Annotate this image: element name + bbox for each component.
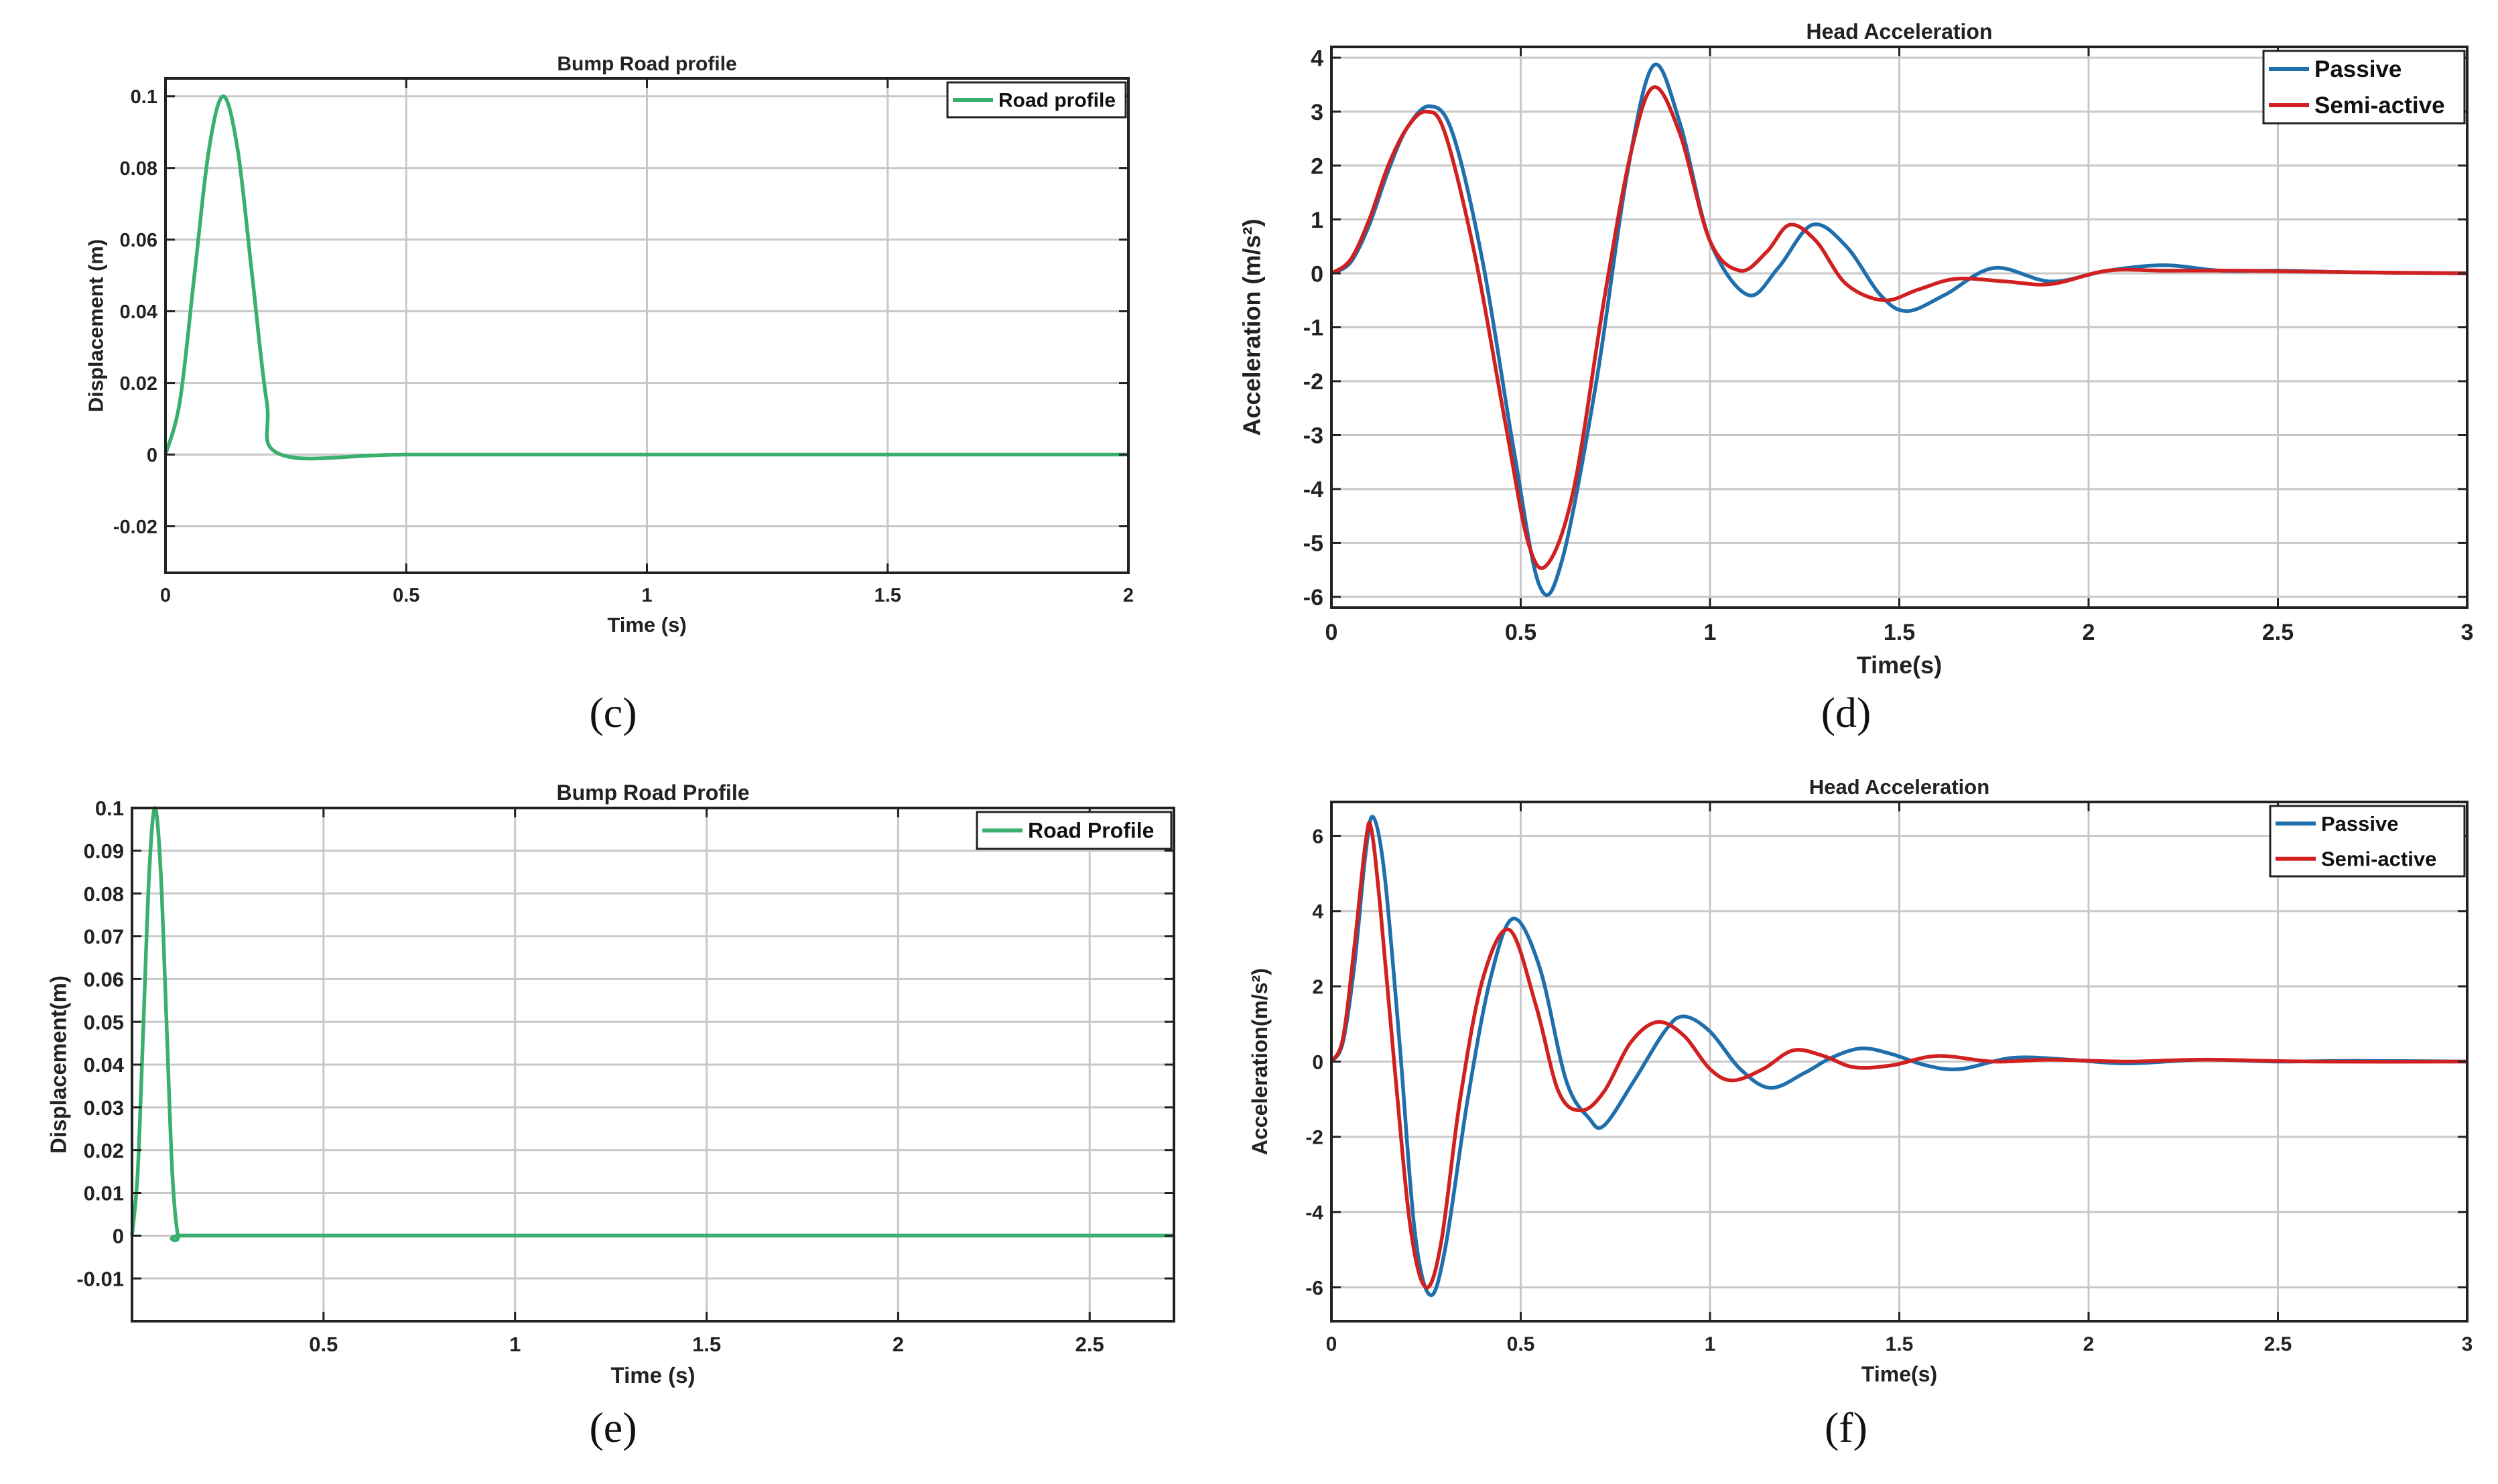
x-tick-label: 2.5 <box>1075 1333 1104 1356</box>
y-tick-label: 3 <box>1311 100 1323 125</box>
y-tick-label: 0.02 <box>120 373 157 395</box>
y-tick-label: 4 <box>1312 901 1323 923</box>
series-line-semi-active <box>1329 821 2468 1290</box>
panel-caption: (f) <box>1825 1404 1867 1451</box>
panel-caption: (d) <box>1821 689 1871 736</box>
legend-label: Semi-active <box>2321 848 2436 871</box>
x-tick-label: 2 <box>893 1333 904 1356</box>
y-tick-label: -0.01 <box>76 1267 124 1290</box>
x-tick-label: 1 <box>1705 1333 1716 1355</box>
y-tick-label: 0 <box>1312 1051 1323 1073</box>
y-tick-label: 0.01 <box>84 1182 124 1205</box>
x-tick-label: 2 <box>2083 620 2095 645</box>
y-tick-label: -6 <box>1305 1277 1323 1299</box>
y-tick-label: 0 <box>113 1224 124 1247</box>
y-tick-label: 2 <box>1312 976 1323 998</box>
legend-box <box>2262 50 2466 125</box>
y-axis-label: Acceleration(m/s²) <box>1248 968 1272 1155</box>
y-tick-label: -1 <box>1303 316 1323 341</box>
y-tick-label: 0 <box>147 445 157 466</box>
x-axis-label: Time (s) <box>611 1363 696 1388</box>
y-tick-label: 0.08 <box>120 158 157 180</box>
panel-caption: (e) <box>589 1404 637 1451</box>
x-tick-label: 1.5 <box>874 585 901 606</box>
x-tick-label: 1 <box>509 1333 521 1356</box>
legend-label: Semi-active <box>2314 92 2445 119</box>
y-axis-label: Acceleration (m/s²) <box>1238 218 1266 435</box>
y-tick-label: -4 <box>1303 477 1323 502</box>
x-tick-label: 1.5 <box>1886 1333 1914 1355</box>
series-line-road-profile <box>130 806 1174 1243</box>
series-line-semi-active <box>1330 85 2468 570</box>
chart-title: Head Acceleration <box>1809 775 1989 799</box>
y-tick-label: -3 <box>1303 423 1323 449</box>
y-tick-label: 0.09 <box>84 839 124 863</box>
legend-label: Passive <box>2314 56 2402 82</box>
y-tick-label: 0.1 <box>95 797 124 820</box>
y-axis-label: Displacement (m) <box>84 239 108 412</box>
y-tick-label: 0.04 <box>120 301 157 323</box>
y-tick-label: 0.06 <box>84 967 124 991</box>
x-axis-label: Time(s) <box>1857 651 1942 679</box>
legend-label: Passive <box>2321 812 2399 835</box>
y-tick-label: -2 <box>1305 1127 1323 1149</box>
y-tick-label: 0.03 <box>84 1096 124 1120</box>
x-tick-label: 2.5 <box>2264 1333 2292 1355</box>
x-tick-label: 3 <box>2461 620 2474 645</box>
chart-panel-d: 0 0.5 1 1.5 2 2.5 3 -6 -5 -4 -3 -2 -1 0 1 2 3 4 Head Accel… <box>1238 19 2474 736</box>
series-line-passive <box>1329 815 2468 1298</box>
x-tick-label: 0.5 <box>1507 1333 1535 1355</box>
x-tick-label: 1.5 <box>692 1333 721 1356</box>
chart-title: Bump Road Profile <box>556 781 749 805</box>
y-tick-label: 4 <box>1311 46 1323 71</box>
x-tick-label: 1 <box>1704 620 1717 645</box>
y-tick-label: -6 <box>1303 585 1323 610</box>
y-tick-label: 0.07 <box>84 925 124 949</box>
x-tick-label: 3 <box>2462 1333 2473 1355</box>
chart-panel-c: 0 0.5 1 1.5 2 -0.02 0 0.02 0.04 0.06 0.08 0.1 Bump R… <box>84 53 1134 736</box>
y-tick-label: 0 <box>1311 261 1323 287</box>
x-tick-label: 0.5 <box>1505 620 1536 645</box>
series-line-road-profile <box>163 94 1128 461</box>
y-tick-label: -4 <box>1305 1202 1323 1224</box>
legend-label: Road profile <box>998 89 1116 111</box>
y-tick-label: 6 <box>1312 825 1323 848</box>
y-axis-label: Displacement(m) <box>46 975 70 1154</box>
x-tick-label: 0 <box>1325 620 1338 645</box>
legend-label: Road Profile <box>1028 819 1154 843</box>
x-tick-label: 2 <box>1123 585 1134 606</box>
x-tick-label: 1.5 <box>1884 620 1915 645</box>
chart-title: Head Acceleration <box>1806 19 1992 44</box>
y-tick-label: 0.06 <box>120 230 157 251</box>
chart-panel-e: 0.5 1 1.5 2 2.5 -0.01 0 0.01 0.02 0.03 0.04 0.05 0.0… <box>46 781 1175 1451</box>
y-tick-label: 0.02 <box>84 1139 124 1162</box>
x-axis-label: Time (s) <box>607 613 686 636</box>
x-tick-label: 2 <box>2083 1333 2095 1355</box>
x-tick-label: 1 <box>641 585 652 606</box>
y-tick-label: -0.02 <box>113 517 157 538</box>
y-tick-label: 1 <box>1311 208 1323 233</box>
legend-box <box>2269 805 2466 878</box>
y-tick-label: 0.1 <box>131 86 157 108</box>
panel-caption: (c) <box>589 689 637 736</box>
y-tick-label: -5 <box>1303 531 1323 557</box>
y-tick-label: 2 <box>1311 153 1323 179</box>
y-tick-label: 0.08 <box>84 882 124 906</box>
x-tick-label: 0 <box>160 585 171 606</box>
x-tick-label: 0.5 <box>393 585 419 606</box>
y-tick-label: 0.04 <box>84 1053 125 1077</box>
x-axis-label: Time(s) <box>1861 1362 1937 1386</box>
x-tick-label: 0 <box>1326 1333 1337 1355</box>
chart-title: Bump Road profile <box>557 53 736 75</box>
y-tick-label: -2 <box>1303 369 1323 395</box>
y-tick-label: 0.05 <box>84 1010 124 1034</box>
x-tick-label: 0.5 <box>309 1333 338 1356</box>
chart-panel-f: 0 0.5 1 1.5 2 2.5 3 -6 -4 -2 0 2 4 6 Head Acceleration… <box>1248 775 2473 1451</box>
x-tick-label: 2.5 <box>2262 620 2294 645</box>
